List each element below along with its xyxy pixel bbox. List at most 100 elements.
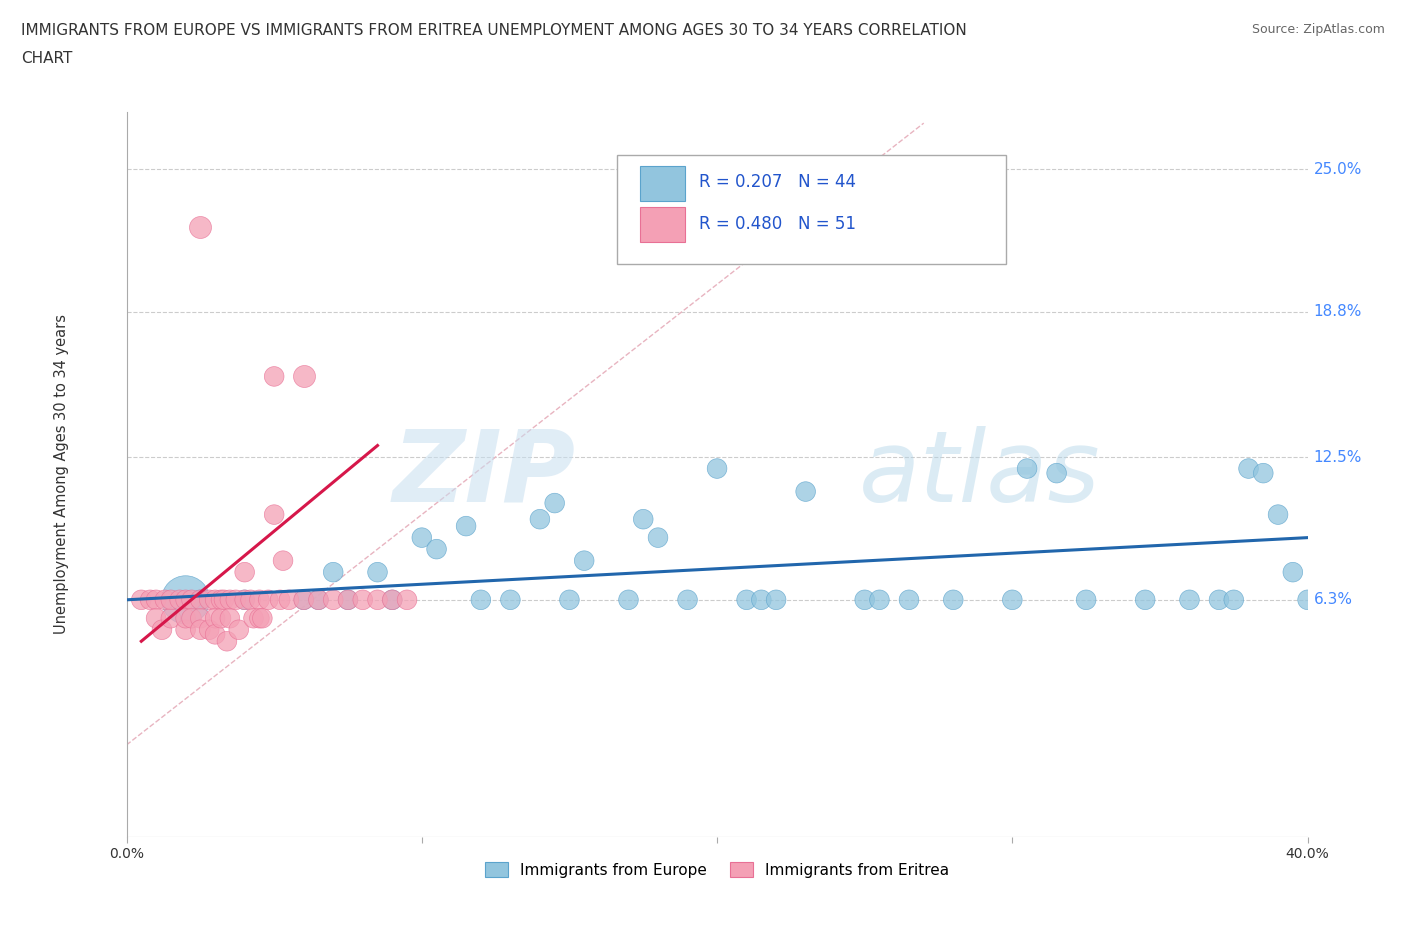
Point <box>751 592 773 607</box>
Point <box>249 592 271 607</box>
FancyBboxPatch shape <box>640 166 685 201</box>
Point <box>292 592 315 607</box>
Point <box>174 611 197 626</box>
Point <box>1267 507 1289 522</box>
Point <box>239 592 262 607</box>
Point <box>574 553 596 568</box>
Text: CHART: CHART <box>21 51 73 66</box>
Point <box>425 541 447 556</box>
Point <box>188 622 212 637</box>
Point <box>1296 592 1319 607</box>
Point <box>257 592 280 607</box>
Point <box>617 592 640 607</box>
Point <box>233 592 256 607</box>
Point <box>188 592 212 607</box>
Text: IMMIGRANTS FROM EUROPE VS IMMIGRANTS FROM ERITREA UNEMPLOYMENT AMONG AGES 30 TO : IMMIGRANTS FROM EUROPE VS IMMIGRANTS FRO… <box>21 23 967 38</box>
Point <box>204 627 226 642</box>
Text: atlas: atlas <box>859 426 1101 523</box>
Point <box>233 592 256 607</box>
Point <box>352 592 374 607</box>
Point <box>212 592 235 607</box>
Point <box>153 592 176 607</box>
Point <box>647 530 669 545</box>
Point <box>209 611 232 626</box>
Point <box>233 565 256 579</box>
Point <box>676 592 699 607</box>
Point <box>942 592 965 607</box>
Point <box>145 592 167 607</box>
Point <box>209 592 232 607</box>
Point <box>242 611 264 626</box>
Point <box>204 611 226 626</box>
Point <box>215 634 238 649</box>
Point <box>263 369 285 384</box>
Text: 6.3%: 6.3% <box>1313 592 1353 607</box>
FancyBboxPatch shape <box>640 207 685 242</box>
Point <box>381 592 404 607</box>
Point <box>271 553 294 568</box>
Point <box>249 611 271 626</box>
Point <box>139 592 162 607</box>
Point <box>198 592 221 607</box>
Point <box>1046 466 1069 481</box>
Text: 25.0%: 25.0% <box>1313 162 1362 177</box>
Point <box>174 592 197 607</box>
Point <box>869 592 891 607</box>
Point <box>381 592 404 607</box>
Point <box>204 592 226 607</box>
Point <box>174 622 197 637</box>
Point <box>558 592 581 607</box>
Legend: Immigrants from Europe, Immigrants from Eritrea: Immigrants from Europe, Immigrants from … <box>479 856 955 884</box>
Point <box>470 592 492 607</box>
FancyBboxPatch shape <box>617 155 1007 264</box>
Point <box>322 592 344 607</box>
Point <box>529 512 551 526</box>
Point <box>145 611 167 626</box>
Point <box>292 592 315 607</box>
Point <box>499 592 522 607</box>
Point <box>337 592 360 607</box>
Point <box>308 592 330 607</box>
Point <box>228 622 250 637</box>
Point <box>1135 592 1157 607</box>
Point <box>794 485 817 499</box>
Text: 18.8%: 18.8% <box>1313 304 1362 319</box>
Point <box>337 592 360 607</box>
Text: 12.5%: 12.5% <box>1313 449 1362 464</box>
Point <box>765 592 787 607</box>
Point <box>180 592 202 607</box>
Point <box>198 622 221 637</box>
Point <box>150 622 173 637</box>
Point <box>1017 461 1039 476</box>
Point <box>160 592 183 607</box>
Point <box>543 496 565 511</box>
Point <box>706 461 728 476</box>
Point <box>1001 592 1024 607</box>
Point <box>188 611 212 626</box>
Point <box>219 592 242 607</box>
Point <box>278 592 301 607</box>
Point <box>180 611 202 626</box>
Point <box>269 592 291 607</box>
Point <box>1076 592 1098 607</box>
Text: Unemployment Among Ages 30 to 34 years: Unemployment Among Ages 30 to 34 years <box>53 314 69 634</box>
Point <box>188 592 212 607</box>
Point <box>411 530 433 545</box>
Point <box>252 611 274 626</box>
Point <box>308 592 330 607</box>
Point <box>367 565 389 579</box>
Point <box>263 507 285 522</box>
Text: R = 0.207   N = 44: R = 0.207 N = 44 <box>699 173 856 191</box>
Point <box>174 592 197 607</box>
Point <box>1253 466 1275 481</box>
Point <box>456 519 478 534</box>
Point <box>188 219 212 234</box>
Point <box>219 611 242 626</box>
Point <box>169 592 191 607</box>
Point <box>129 592 153 607</box>
Point <box>898 592 921 607</box>
Point <box>735 592 758 607</box>
Point <box>396 592 419 607</box>
Point <box>1178 592 1201 607</box>
Point <box>367 592 389 607</box>
